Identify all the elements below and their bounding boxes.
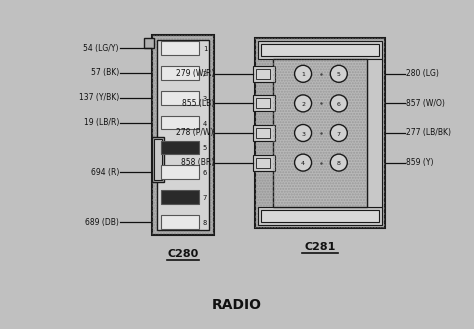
Text: 694 (R): 694 (R) <box>91 168 119 177</box>
Bar <box>255 38 385 228</box>
Circle shape <box>330 65 347 82</box>
Text: 7: 7 <box>203 195 207 201</box>
Circle shape <box>294 65 311 82</box>
Bar <box>253 66 275 82</box>
Text: 1: 1 <box>301 72 305 77</box>
Text: 5: 5 <box>337 72 341 77</box>
Bar <box>261 210 379 222</box>
Text: 57 (BK): 57 (BK) <box>91 68 119 77</box>
Bar <box>161 66 199 80</box>
Bar <box>152 35 214 235</box>
Text: 8: 8 <box>203 220 207 226</box>
Text: 278 (P/W): 278 (P/W) <box>176 129 214 138</box>
Text: 5: 5 <box>203 145 207 151</box>
Text: 2: 2 <box>203 71 207 77</box>
Circle shape <box>294 154 311 171</box>
Text: 3: 3 <box>203 96 207 102</box>
Bar <box>152 138 164 182</box>
Text: 857 (W/O): 857 (W/O) <box>406 99 445 108</box>
Circle shape <box>294 95 311 112</box>
Text: C281: C281 <box>304 242 336 252</box>
Bar <box>152 35 214 235</box>
Bar <box>161 91 199 105</box>
Text: 859 (Y): 859 (Y) <box>406 158 434 167</box>
Bar <box>256 128 270 138</box>
Circle shape <box>330 95 347 112</box>
Text: 858 (BR): 858 (BR) <box>181 158 214 167</box>
Circle shape <box>330 124 347 141</box>
Bar <box>161 41 199 55</box>
Text: 4: 4 <box>301 161 305 166</box>
Text: 689 (DB): 689 (DB) <box>85 217 119 226</box>
Bar <box>161 116 199 129</box>
Text: 8: 8 <box>337 161 341 166</box>
Bar <box>256 69 270 79</box>
Bar <box>255 38 385 228</box>
Text: 19 (LB/R): 19 (LB/R) <box>83 118 119 127</box>
Bar <box>258 207 382 225</box>
Bar <box>161 165 199 179</box>
Bar <box>161 140 199 154</box>
Bar <box>144 38 154 48</box>
Text: 6: 6 <box>337 102 341 107</box>
Bar <box>256 98 270 108</box>
Text: 280 (LG): 280 (LG) <box>406 69 439 78</box>
Text: 6: 6 <box>203 170 207 176</box>
Text: 279 (W/R): 279 (W/R) <box>176 69 214 78</box>
Bar <box>273 59 367 207</box>
Text: C280: C280 <box>167 249 199 259</box>
Bar <box>253 155 275 171</box>
Bar <box>367 59 382 207</box>
Text: RADIO: RADIO <box>212 298 262 312</box>
Text: 137 (Y/BK): 137 (Y/BK) <box>79 93 119 102</box>
Text: 54 (LG/Y): 54 (LG/Y) <box>83 43 119 53</box>
Bar <box>157 40 209 230</box>
Text: 2: 2 <box>301 102 305 107</box>
Bar <box>154 139 162 180</box>
Bar <box>258 41 382 59</box>
Text: 277 (LB/BK): 277 (LB/BK) <box>406 129 451 138</box>
Bar <box>161 215 199 229</box>
Bar <box>273 59 367 207</box>
Bar <box>253 95 275 112</box>
Bar <box>261 44 379 56</box>
Text: 855 (LB): 855 (LB) <box>182 99 214 108</box>
Text: 4: 4 <box>203 120 207 127</box>
Bar <box>253 125 275 141</box>
Bar <box>161 190 199 204</box>
Circle shape <box>330 154 347 171</box>
Text: 1: 1 <box>203 46 207 52</box>
Text: 7: 7 <box>337 132 341 137</box>
Text: 3: 3 <box>301 132 305 137</box>
Circle shape <box>294 124 311 141</box>
Bar <box>256 158 270 167</box>
